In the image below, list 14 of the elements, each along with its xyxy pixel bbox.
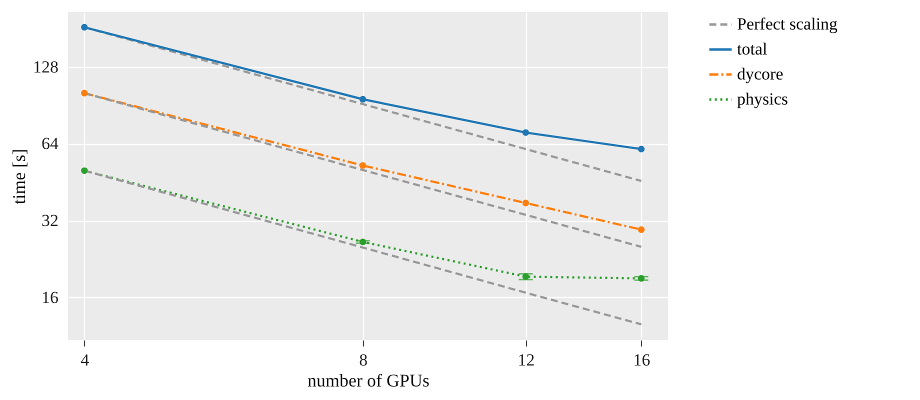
x-tick-label: 8 [359, 350, 368, 370]
legend-label: Perfect scaling [737, 14, 838, 34]
y-tick-label: 64 [42, 134, 59, 154]
legend-label: physics [737, 90, 788, 108]
legend-label: total [737, 40, 768, 58]
x-tick-label: 16 [633, 350, 650, 370]
x-tick-label: 4 [80, 350, 90, 370]
x-tick-label: 12 [518, 350, 535, 370]
y-tick-label: 16 [42, 288, 58, 307]
y-tick-label: 32 [42, 211, 58, 230]
y-axis-title: time [s] [9, 148, 29, 204]
x-axis-title: number of GPUs [308, 370, 430, 390]
legend-label: dycore [737, 64, 784, 84]
y-tick-label: 128 [33, 57, 58, 76]
